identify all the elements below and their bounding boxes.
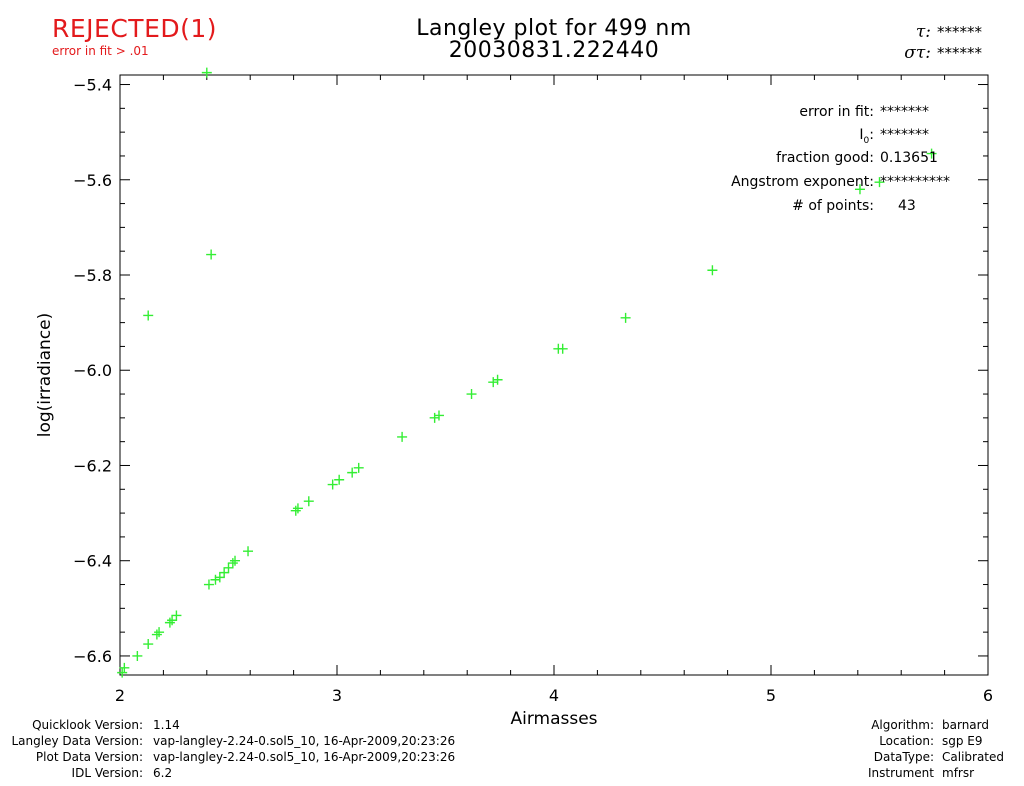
data-point (433, 410, 444, 421)
tau-readout: τ: ****** (916, 22, 982, 42)
chart-subtitle: 20030831.222440 (448, 38, 660, 63)
data-point (353, 462, 364, 473)
data-point (223, 562, 234, 573)
x-axis-label: Airmasses (510, 709, 597, 729)
stat-value: 0.13651 (880, 150, 938, 166)
data-point (347, 467, 358, 478)
data-point (854, 184, 865, 195)
stat-value: ******* (880, 127, 929, 143)
data-point (117, 667, 128, 678)
footer-value: 6.2 (153, 766, 173, 780)
data-point (874, 177, 885, 188)
footer-value: vap-langley-2.24-0.sol5_10, 16-Apr-2009,… (153, 734, 456, 748)
stat-value: ********** (880, 174, 950, 190)
footer-key: IDL Version: (71, 766, 143, 780)
stat-value: ******* (880, 104, 929, 120)
sigma-tau-value: ****** (937, 44, 982, 62)
rejected-status-label: REJECTED(1) (52, 14, 218, 43)
stat-value: 43 (898, 198, 916, 214)
data-point (143, 310, 154, 321)
footer-value: sgp E9 (942, 734, 983, 748)
footer-key: Location: (879, 734, 934, 748)
rejection-reason: error in fit > .01 (52, 44, 149, 58)
data-point (466, 389, 477, 400)
data-point (243, 546, 254, 557)
data-point (151, 629, 162, 640)
sigma-tau-symbol: στ: (904, 43, 931, 63)
footer-key: Algorithm: (871, 718, 934, 732)
data-point (154, 627, 165, 638)
stat-label: fraction good: (776, 150, 874, 166)
footer-value: Calibrated (942, 750, 1005, 764)
data-point (119, 662, 130, 673)
y-axis-label: log(irradiance) (35, 313, 55, 438)
data-point (230, 555, 241, 566)
stat-label: error in fit: (799, 104, 874, 120)
footer-key: Plot Data Version: (35, 750, 143, 764)
data-point (227, 558, 238, 569)
y-tick-label: −6.6 (73, 647, 112, 666)
data-point (219, 567, 230, 578)
footer-value: vap-langley-2.24-0.sol5_10, 16-Apr-2009,… (153, 750, 456, 764)
data-points (117, 67, 937, 678)
x-tick-label: 4 (549, 686, 559, 705)
data-point (620, 312, 631, 323)
footer-value: mfrsr (942, 766, 975, 780)
x-tick-label: 5 (766, 686, 776, 705)
x-tick-label: 2 (115, 686, 125, 705)
y-tick-label: −5.8 (73, 266, 112, 285)
data-point (201, 67, 212, 78)
data-point (488, 377, 499, 388)
data-point (334, 474, 345, 485)
data-point (429, 412, 440, 423)
y-tick-label: −6.0 (73, 361, 112, 380)
data-point (210, 574, 221, 585)
x-tick-label: 6 (983, 686, 993, 705)
data-point (292, 503, 303, 514)
footer-key: DataType: (873, 750, 934, 764)
data-point (132, 650, 143, 661)
data-point (214, 572, 225, 583)
data-point (303, 496, 314, 507)
sigma-tau-readout: στ: ****** (904, 43, 982, 63)
y-tick-label: −6.4 (73, 552, 112, 571)
data-point (707, 265, 718, 276)
stat-label: I0: (859, 127, 874, 146)
data-point (492, 374, 503, 385)
stat-label: Angstrom exponent: (731, 174, 874, 190)
footer-key: Quicklook Version: (32, 718, 143, 732)
x-tick-label: 3 (332, 686, 342, 705)
data-point (290, 505, 301, 516)
data-point (206, 249, 217, 260)
data-point (397, 431, 408, 442)
data-point (926, 148, 937, 159)
axes-layer: 2 3 4 5 6 −6.6 −6.4 −6.2 −6.0 −5.8 −5.6 −5.4 (73, 75, 993, 705)
data-point (203, 579, 214, 590)
stat-label: # of points: (792, 198, 874, 214)
footer-key: Instrument (867, 766, 934, 780)
footer-value: barnard (942, 718, 989, 732)
tau-value: ****** (937, 23, 982, 41)
y-tick-label: −5.4 (73, 76, 112, 95)
footer-value: 1.14 (153, 718, 180, 732)
footer-key: Langley Data Version: (11, 734, 143, 748)
y-tick-label: −6.2 (73, 456, 112, 475)
tau-symbol: τ: (915, 22, 931, 42)
y-tick-label: −5.6 (73, 171, 112, 190)
data-point (327, 479, 338, 490)
data-point (557, 343, 568, 354)
chart-title: Langley plot for 499 nm (416, 16, 692, 41)
data-point (171, 610, 182, 621)
data-point (164, 617, 175, 628)
data-point (143, 639, 154, 650)
data-point (167, 615, 178, 626)
